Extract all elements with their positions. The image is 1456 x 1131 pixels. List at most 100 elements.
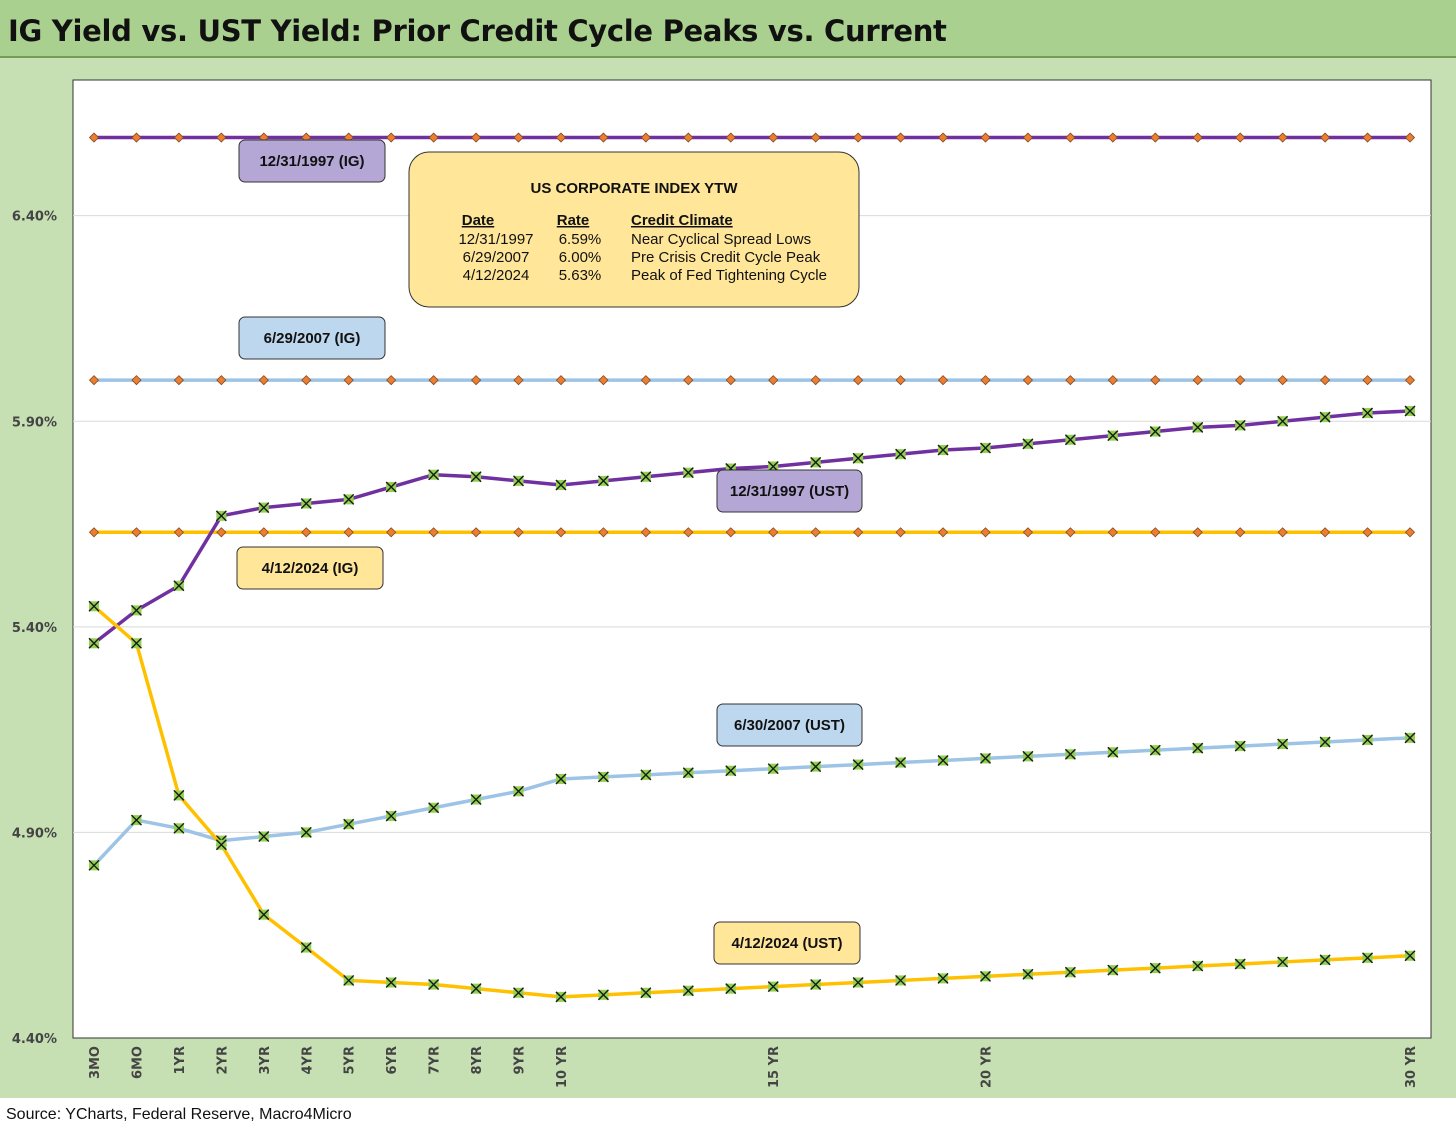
- data-point-x: [1149, 744, 1161, 756]
- data-point-x: [258, 502, 270, 514]
- data-point-diamond: [470, 375, 482, 386]
- data-point-x: [1234, 740, 1246, 752]
- data-point-x: [1277, 415, 1289, 427]
- data-point-x: [385, 810, 397, 822]
- data-point-diamond: [428, 527, 439, 538]
- legend-cell: 6/29/2007: [463, 249, 530, 266]
- data-point-diamond: [1235, 375, 1246, 386]
- data-point-x: [937, 972, 949, 984]
- data-point-x: [725, 765, 737, 777]
- data-point-diamond: [980, 527, 991, 538]
- data-point-x: [767, 981, 779, 993]
- x-tick-label: 10 YR: [555, 1046, 570, 1088]
- x-tick-label: 3MO: [88, 1046, 103, 1079]
- data-point-diamond: [1022, 527, 1034, 538]
- data-point-x: [130, 604, 142, 616]
- data-point-x: [1277, 738, 1289, 750]
- data-point-x: [597, 989, 609, 1001]
- data-point-diamond: [683, 527, 694, 538]
- x-tick-label: 9YR: [513, 1046, 528, 1074]
- series-tag-label: 4/12/2024 (UST): [732, 935, 843, 952]
- data-point-x: [852, 759, 864, 771]
- series-tag-box: [238, 139, 386, 183]
- data-point-x: [173, 822, 185, 834]
- data-point-diamond: [768, 132, 779, 143]
- data-point-x: [1319, 736, 1331, 748]
- series-tag-box: [713, 921, 861, 965]
- data-point-diamond: [725, 527, 736, 538]
- data-point-diamond: [853, 132, 864, 143]
- data-point-x: [343, 493, 355, 505]
- data-point-x: [470, 471, 482, 483]
- data-point-x: [300, 942, 312, 954]
- data-point-x: [767, 763, 779, 775]
- data-point-diamond: [131, 527, 142, 538]
- data-point-diamond: [386, 527, 397, 538]
- x-tick-label: 2YR: [215, 1046, 230, 1074]
- data-point-diamond: [386, 375, 397, 386]
- data-point-diamond: [1022, 132, 1034, 143]
- data-point-x: [1192, 421, 1204, 433]
- data-point-diamond: [1320, 132, 1331, 143]
- legend-header: Date: [462, 212, 495, 229]
- data-point-diamond: [853, 527, 864, 538]
- data-point-diamond: [1107, 132, 1118, 143]
- data-point-diamond: [1235, 132, 1246, 143]
- data-point-x: [513, 987, 525, 999]
- data-point-x: [895, 448, 907, 460]
- data-point-diamond: [1235, 527, 1246, 538]
- data-point-diamond: [640, 132, 651, 143]
- data-point-x: [852, 452, 864, 464]
- data-point-diamond: [216, 375, 227, 386]
- series-tag-box: [716, 469, 863, 513]
- data-point-x: [300, 826, 312, 838]
- data-point-diamond: [1192, 132, 1203, 143]
- data-point-diamond: [1362, 132, 1373, 143]
- data-point-diamond: [428, 375, 439, 386]
- series-ig: [88, 375, 1416, 386]
- data-point-x: [428, 802, 440, 814]
- data-point-diamond: [470, 132, 482, 143]
- data-point-diamond: [131, 132, 142, 143]
- data-point-x: [555, 773, 567, 785]
- data-point-x: [215, 839, 227, 851]
- data-point-x: [1022, 968, 1034, 980]
- data-point-diamond: [555, 132, 567, 143]
- data-point-diamond: [1362, 527, 1373, 538]
- data-point-x: [1319, 954, 1331, 966]
- data-point-x: [555, 991, 567, 1003]
- title-bar: IG Yield vs. UST Yield: Prior Credit Cyc…: [0, 0, 1456, 58]
- series-ust: [88, 600, 1416, 1003]
- data-point-diamond: [555, 527, 567, 538]
- data-point-diamond: [895, 132, 906, 143]
- data-point-x: [1107, 746, 1119, 758]
- data-point-x: [1064, 434, 1076, 446]
- data-point-diamond: [1065, 132, 1076, 143]
- data-point-diamond: [937, 527, 949, 538]
- data-point-diamond: [131, 375, 142, 386]
- legend-cell: 4/12/2024: [463, 267, 530, 284]
- data-point-x: [979, 442, 991, 454]
- series-line: [92, 736, 1411, 867]
- data-point-x: [1149, 426, 1161, 438]
- data-point-diamond: [88, 375, 100, 386]
- data-point-x: [1107, 964, 1119, 976]
- data-point-diamond: [343, 375, 354, 386]
- x-tick-label: 5YR: [343, 1046, 358, 1074]
- data-point-diamond: [173, 132, 184, 143]
- legend-cell: 6.59%: [559, 231, 602, 248]
- data-point-diamond: [1107, 375, 1118, 386]
- data-point-x: [895, 757, 907, 769]
- data-point-x: [173, 789, 185, 801]
- series-tag-label: 6/30/2007 (UST): [734, 717, 845, 734]
- data-point-x: [682, 767, 694, 779]
- data-point-diamond: [853, 375, 864, 386]
- data-point-diamond: [301, 527, 312, 538]
- data-point-x: [88, 859, 100, 871]
- data-point-x: [1362, 734, 1374, 746]
- data-point-diamond: [513, 527, 524, 538]
- legend-cell: Peak of Fed Tightening Cycle: [631, 267, 827, 284]
- data-point-x: [682, 985, 694, 997]
- data-point-x: [810, 761, 822, 773]
- data-point-diamond: [88, 132, 100, 143]
